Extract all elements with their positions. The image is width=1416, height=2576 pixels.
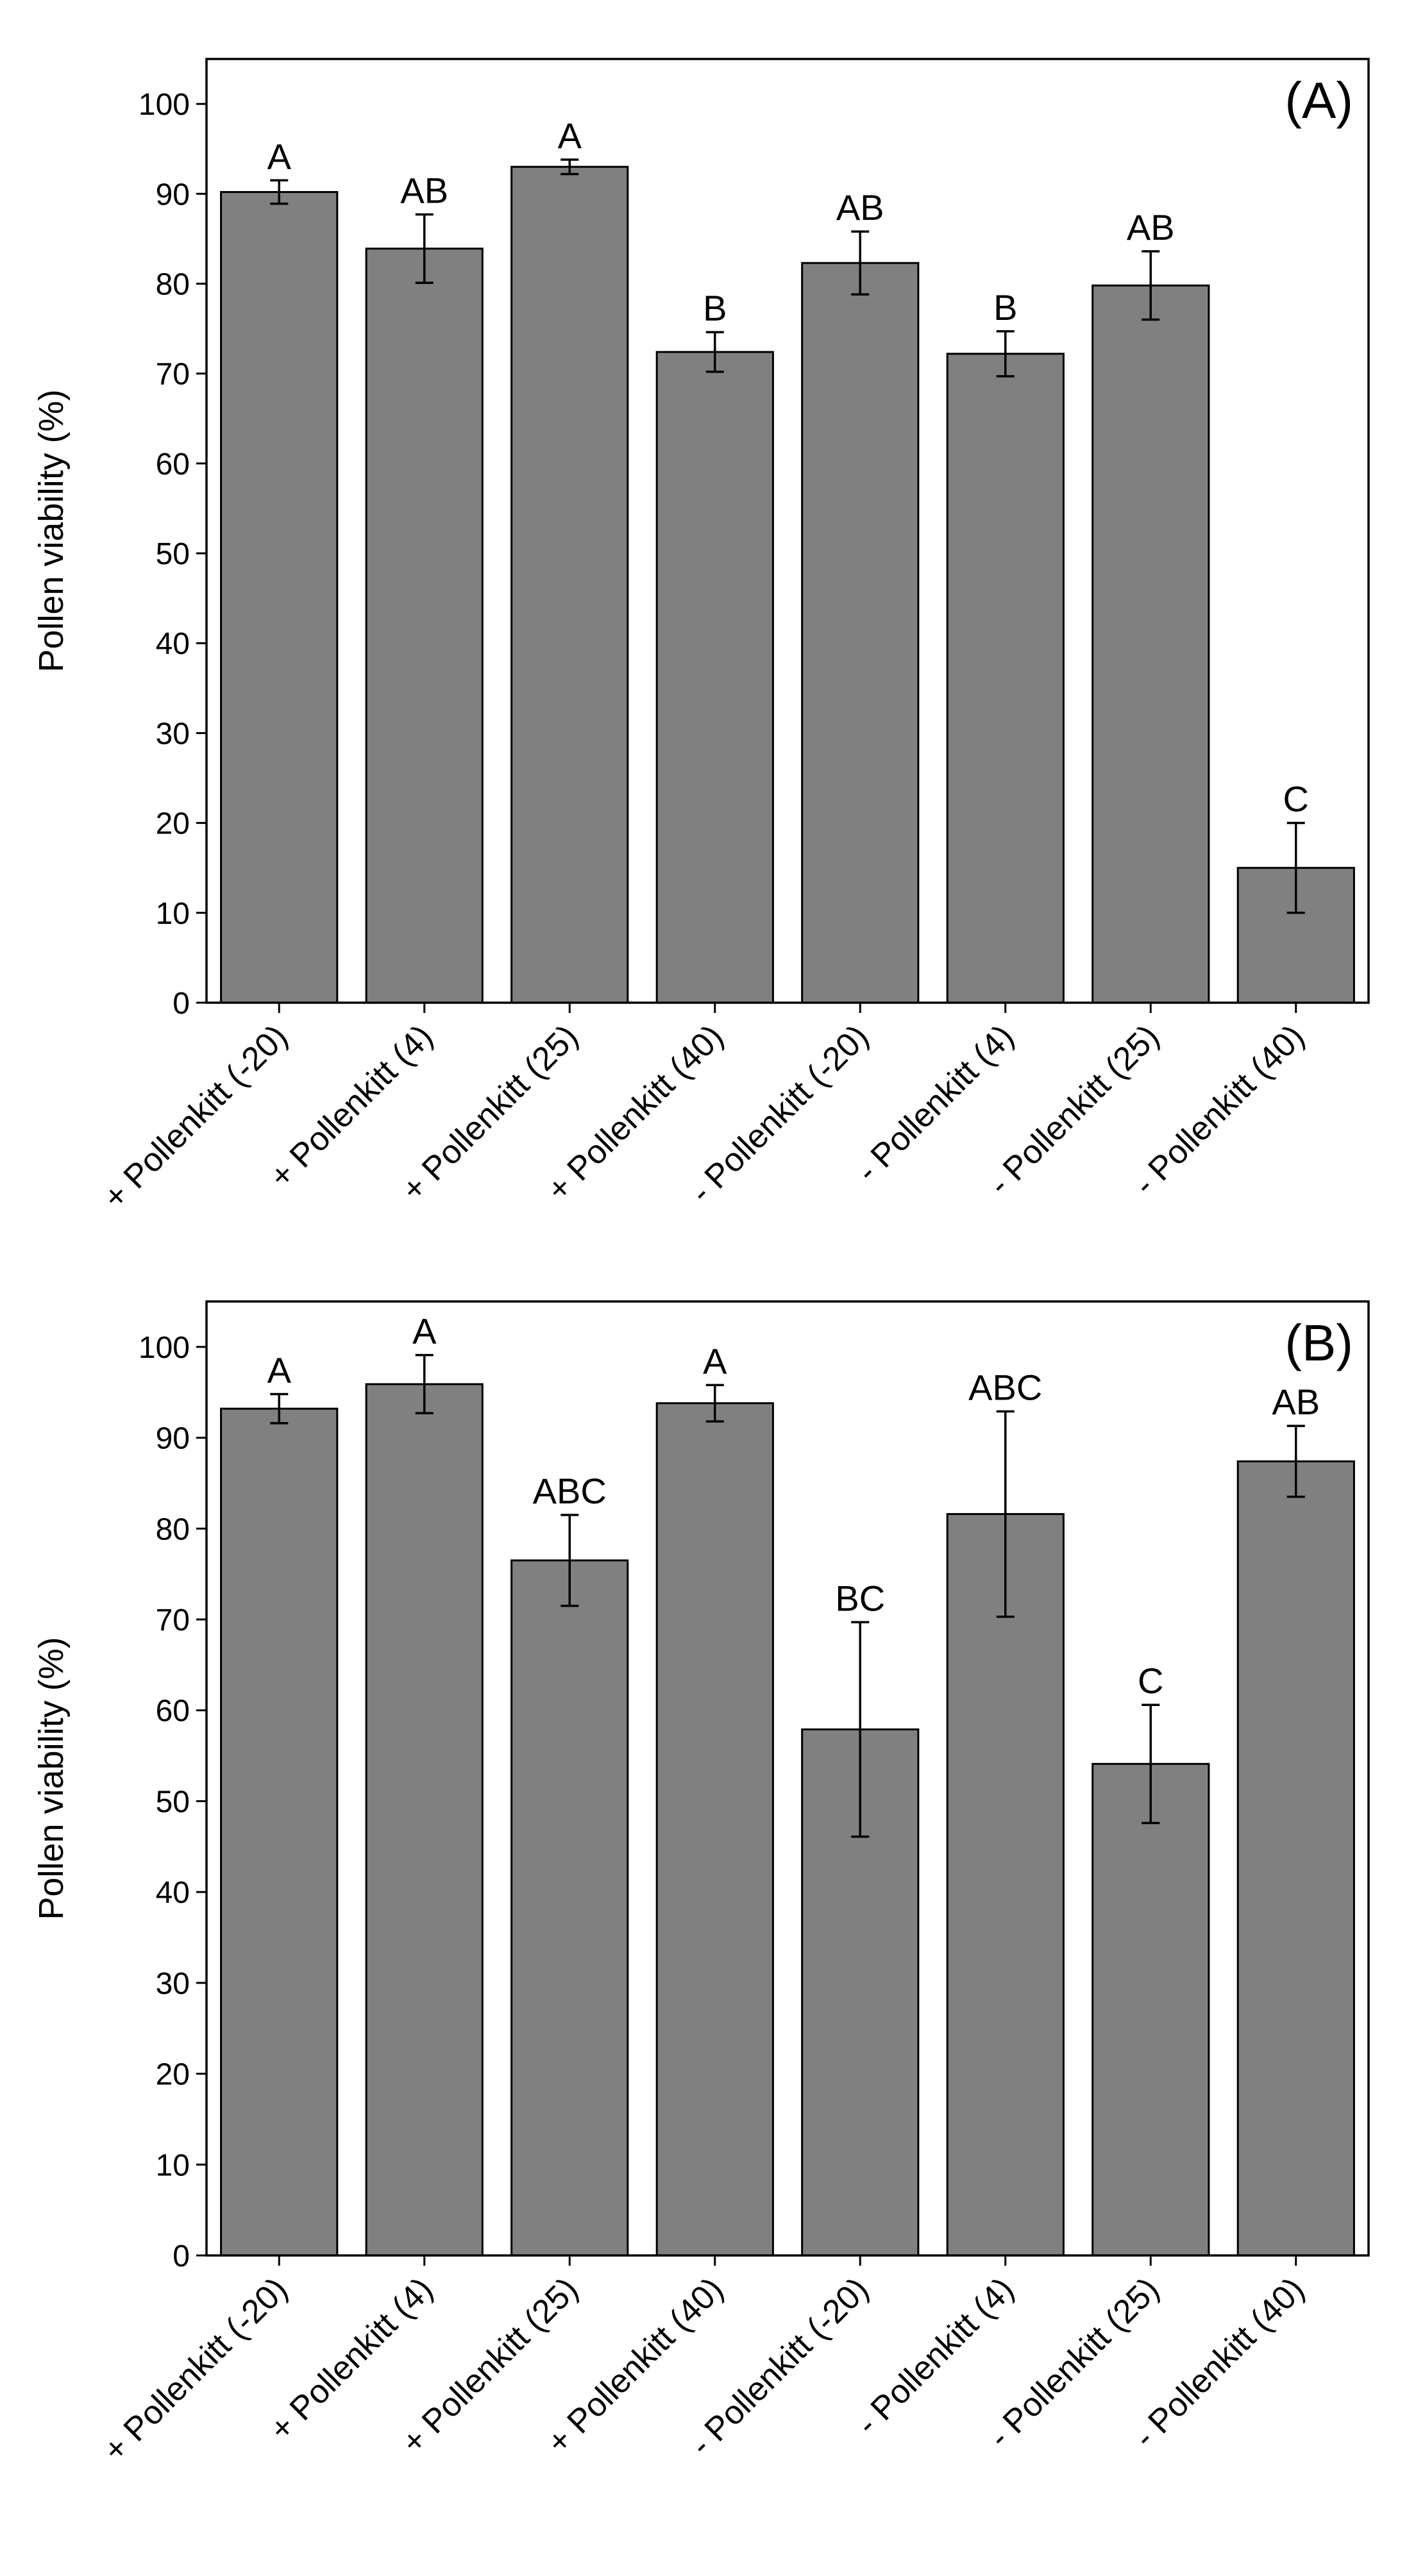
y-tick-label: 0: [173, 987, 190, 1021]
bar: [946, 353, 1065, 1004]
y-tick-label: 20: [156, 807, 190, 841]
panel-label: (A): [1285, 72, 1353, 129]
y-tick-label: 40: [156, 1876, 190, 1910]
bar: [365, 1383, 484, 2257]
error-bar: [705, 331, 724, 373]
significance-letter: AB: [1127, 207, 1175, 247]
y-tick-label: 60: [156, 447, 190, 481]
significance-letter: A: [412, 1311, 437, 1351]
bar: [655, 1402, 774, 2257]
significance-letter: B: [703, 288, 727, 328]
error-bar: [270, 1393, 289, 1425]
bar: [510, 1559, 629, 2257]
significance-letter: AB: [1272, 1382, 1320, 1422]
significance-letter: A: [267, 1350, 292, 1391]
error-bar: [996, 1410, 1015, 1618]
y-tick-label: 80: [156, 1512, 190, 1546]
bar: [1092, 284, 1210, 1004]
y-tick-label: 100: [139, 88, 190, 122]
significance-letter: A: [558, 115, 582, 156]
error-bar: [560, 158, 579, 176]
y-tick-label: 30: [156, 717, 190, 751]
bar: [1092, 1762, 1210, 2257]
plot-frame: [205, 1300, 1370, 2257]
x-tick-label: + Pollenkitt (-20): [96, 1017, 295, 1216]
bar: [946, 1513, 1065, 2257]
y-tick-label: 40: [156, 627, 190, 661]
y-tick-label: 100: [139, 1331, 190, 1365]
bar: [1236, 1460, 1355, 2257]
error-bar: [1142, 250, 1160, 321]
y-tick-label: 80: [156, 267, 190, 301]
panel-label: (B): [1285, 1314, 1353, 1371]
significance-letter: C: [1138, 1660, 1163, 1701]
significance-letter: ABC: [968, 1367, 1042, 1407]
significance-letter: AB: [400, 171, 448, 211]
y-tick-label: 70: [156, 1603, 190, 1637]
y-tick-label: 10: [156, 897, 190, 931]
error-bar: [1142, 1703, 1160, 1825]
error-bar: [851, 1621, 870, 1838]
significance-letter: ABC: [533, 1471, 607, 1511]
significance-letter: C: [1283, 779, 1309, 819]
bar: [510, 165, 629, 1004]
significance-letter: B: [993, 287, 1017, 328]
error-bar: [560, 1514, 579, 1607]
y-tick-label: 30: [156, 1967, 190, 2001]
bar: [801, 262, 920, 1004]
error-bar: [1286, 1425, 1305, 1498]
significance-letter: BC: [835, 1578, 885, 1618]
y-tick-label: 0: [173, 2239, 190, 2273]
y-tick-label: 90: [156, 1422, 190, 1456]
error-bar: [996, 330, 1015, 378]
significance-letter: A: [703, 1341, 727, 1381]
x-tick-label: + Pollenkitt (-20): [96, 2270, 295, 2469]
y-tick-label: 70: [156, 358, 190, 392]
error-bar: [1286, 821, 1305, 914]
y-axis-title: Pollen viability (%): [32, 1637, 71, 1919]
significance-letter: A: [267, 136, 292, 176]
y-tick-label: 90: [156, 178, 190, 212]
error-bar: [705, 1384, 724, 1423]
bar: [365, 247, 484, 1004]
chart-panel-a: AABABABBABC0102030405060708090100Pollen …: [32, 58, 1370, 1216]
significance-letter: AB: [836, 187, 884, 228]
bar: [655, 351, 774, 1004]
y-axis-title: Pollen viability (%): [32, 389, 71, 672]
error-bar: [415, 1353, 434, 1415]
error-bar: [270, 179, 289, 205]
plot-frame: [205, 58, 1370, 1004]
y-tick-label: 10: [156, 2148, 190, 2182]
error-bar: [415, 213, 434, 284]
error-bar: [851, 230, 870, 296]
chart-panel-b: AAABCABCABCCAB0102030405060708090100Poll…: [32, 1300, 1370, 2469]
y-tick-label: 60: [156, 1694, 190, 1728]
y-tick-label: 20: [156, 2058, 190, 2092]
bar: [220, 1407, 339, 2257]
bar: [220, 191, 339, 1004]
y-tick-label: 50: [156, 1785, 190, 1819]
y-tick-label: 50: [156, 537, 190, 571]
